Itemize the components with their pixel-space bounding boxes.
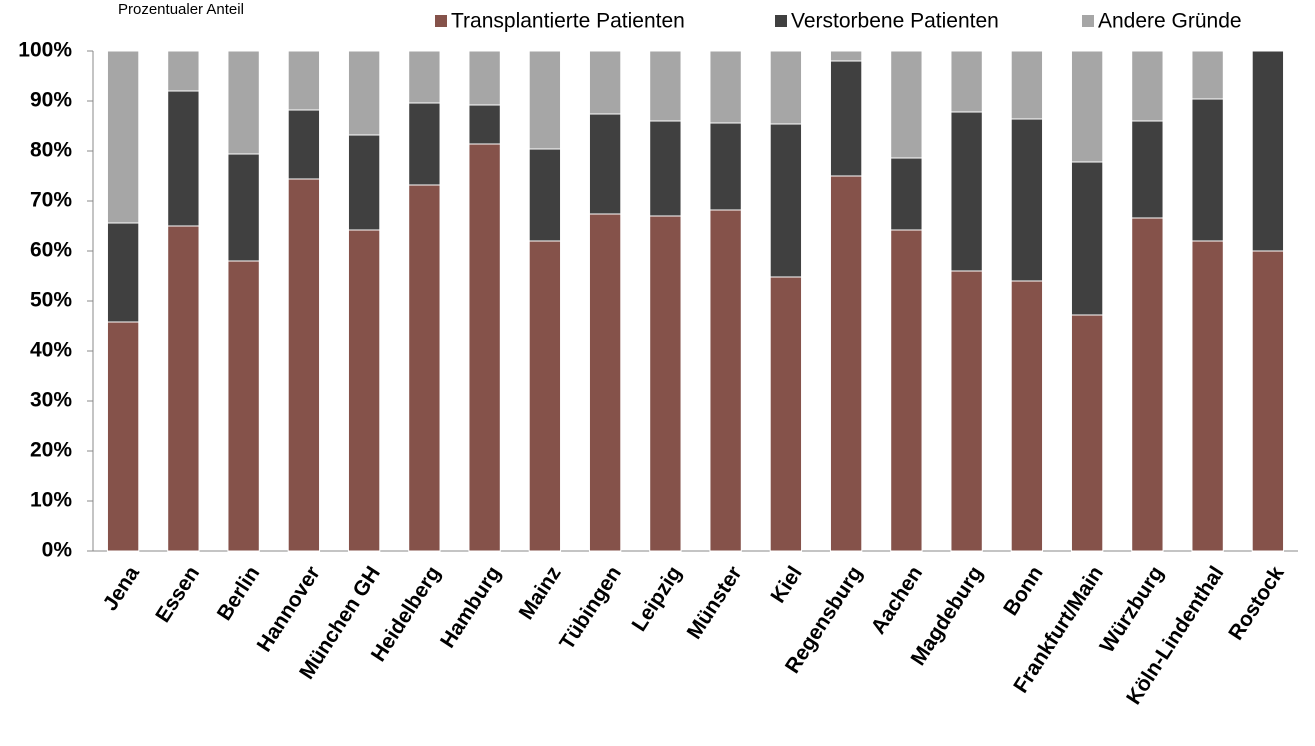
bar-segment bbox=[408, 102, 441, 186]
bar-segment bbox=[167, 90, 200, 227]
y-tick-label: 30% bbox=[30, 389, 72, 412]
y-tick-label: 100% bbox=[18, 39, 72, 62]
bar-segment bbox=[1191, 98, 1224, 242]
bar-segment bbox=[1131, 217, 1164, 552]
bar-segment bbox=[468, 143, 501, 552]
bar-segment bbox=[1010, 280, 1044, 552]
bar-segment bbox=[528, 50, 562, 150]
bar-segment bbox=[649, 120, 682, 217]
legend-swatch bbox=[1082, 15, 1094, 27]
x-tick-label: Hamburg bbox=[436, 562, 505, 652]
y-tick-label: 20% bbox=[30, 439, 72, 462]
bar-segment bbox=[167, 225, 200, 552]
bar-segment bbox=[829, 175, 863, 552]
y-tick-label: 70% bbox=[30, 189, 72, 212]
bar-segment bbox=[588, 213, 622, 552]
bar-segment bbox=[1010, 118, 1044, 282]
bar-segment bbox=[709, 50, 742, 124]
bar-segment bbox=[106, 321, 140, 552]
bar-segment bbox=[347, 50, 381, 136]
bar-segment bbox=[1131, 50, 1164, 122]
legend-swatch bbox=[775, 15, 787, 27]
x-tick-label: Jena bbox=[99, 562, 145, 615]
bar-segment bbox=[769, 123, 803, 278]
bar-segment bbox=[1251, 50, 1285, 252]
bar-segment bbox=[1191, 240, 1224, 552]
bar-segment bbox=[950, 50, 983, 113]
bar-segment bbox=[649, 50, 682, 122]
bar-segment bbox=[1070, 50, 1104, 163]
y-axis-label: Prozentualer Anteil bbox=[118, 1, 244, 18]
y-tick-label: 50% bbox=[30, 289, 72, 312]
bar-segment bbox=[890, 50, 923, 159]
y-tick-label: 0% bbox=[42, 539, 73, 562]
bar-segment bbox=[588, 50, 622, 115]
bar-segment bbox=[347, 134, 381, 231]
legend-label: Verstorbene Patienten bbox=[791, 10, 999, 33]
bar-segment bbox=[227, 260, 260, 552]
x-tick-label: Leipzig bbox=[628, 562, 687, 635]
legend-label: Transplantierte Patienten bbox=[451, 10, 685, 33]
bar-segment bbox=[829, 50, 863, 62]
y-tick-label: 60% bbox=[30, 239, 72, 262]
bar-segment bbox=[588, 113, 622, 215]
bar-segment bbox=[1251, 250, 1285, 552]
x-tick-label: Kiel bbox=[766, 562, 806, 607]
legend-label: Andere Gründe bbox=[1098, 10, 1242, 33]
x-tick-label: Münster bbox=[683, 562, 747, 643]
bar-segment bbox=[1070, 314, 1104, 552]
bar-segment bbox=[769, 276, 803, 552]
bar-segment bbox=[287, 50, 321, 111]
x-tick-label: Aachen bbox=[867, 562, 928, 638]
x-tick-label: Tübingen bbox=[555, 562, 626, 654]
bar-segment bbox=[890, 229, 923, 552]
bar-segment bbox=[227, 153, 260, 262]
bar-segment bbox=[950, 270, 983, 552]
bar-segment bbox=[1191, 50, 1224, 100]
bar-segment bbox=[347, 229, 381, 552]
bar-segment bbox=[829, 60, 863, 177]
x-tick-label: Bonn bbox=[999, 562, 1048, 620]
bar-segment bbox=[1131, 120, 1164, 219]
x-tick-label: Mainz bbox=[515, 562, 566, 623]
bar-segment bbox=[408, 184, 441, 552]
y-tick-label: 90% bbox=[30, 89, 72, 112]
x-tick-label: Rostock bbox=[1224, 562, 1289, 644]
y-tick-label: 10% bbox=[30, 489, 72, 512]
bar-segment bbox=[287, 178, 321, 552]
bar-segment bbox=[950, 111, 983, 272]
bar-segment bbox=[167, 50, 200, 92]
bar-segment bbox=[1070, 161, 1104, 316]
bar-segment bbox=[528, 240, 562, 552]
bar-segment bbox=[408, 50, 441, 104]
bar-segment bbox=[106, 50, 140, 224]
bar-segment bbox=[709, 122, 742, 211]
bar-segment bbox=[528, 148, 562, 242]
bar-segment bbox=[890, 157, 923, 231]
x-tick-label: Berlin bbox=[213, 562, 265, 624]
y-tick-label: 80% bbox=[30, 139, 72, 162]
bar-segment bbox=[1010, 50, 1044, 120]
bar-segment bbox=[287, 109, 321, 180]
bar-segment bbox=[468, 104, 501, 145]
x-tick-label: Essen bbox=[151, 562, 204, 626]
bar-segment bbox=[769, 50, 803, 125]
bar-segment bbox=[106, 222, 140, 323]
y-tick-label: 40% bbox=[30, 339, 72, 362]
bar-segment bbox=[649, 215, 682, 552]
bar-segment bbox=[468, 50, 501, 106]
bar-segment bbox=[709, 209, 742, 552]
legend-swatch bbox=[435, 15, 447, 27]
bar-segment bbox=[227, 50, 260, 155]
